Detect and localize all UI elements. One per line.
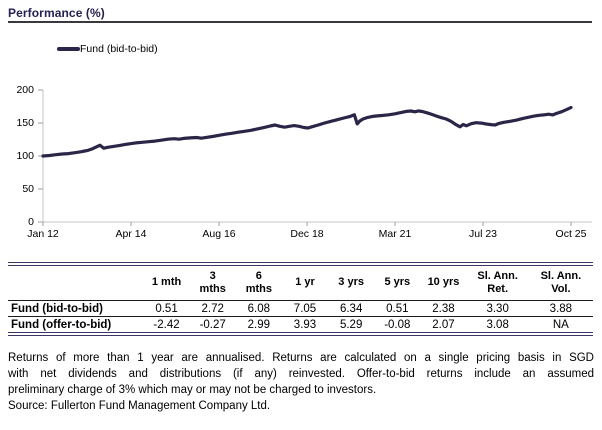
table-header-row: 1 mth 3 mths 6 mths 1 yr 3 yrs 5 yrs 10 yrs Sl.… [8,264,593,301]
column-header: 3 yrs [328,264,375,301]
x-tick-label: Mar 21 [378,228,412,240]
y-tick-label: 200 [16,83,34,96]
value-cell: 3.88 [528,300,593,317]
page-title: Performance (%) [8,6,105,20]
table-row: Fund (bid-to-bid) 0.51 2.72 6.08 7.05 6.34 0.5… [8,300,593,317]
value-cell: 0.51 [143,300,190,317]
chart-legend: Fund (bid-to-bid) [57,43,158,55]
source-line: Source: Fullerton Fund Management Compan… [8,400,271,412]
value-cell: 0.51 [374,300,421,317]
value-cell: 2.07 [432,318,455,331]
footnote-line: Returns of more than 1 year are annualis… [8,352,594,364]
column-header: 1 yr [281,264,329,301]
value-cell: 5.29 [339,318,363,331]
footnote-line: with net dividends and distributions (if… [8,368,594,380]
value-cell: 3.30 [466,300,529,317]
value-cell: 2.38 [420,300,467,317]
row-label: Fund (bid-to-bid) [8,300,144,317]
value-cell: 6.34 [328,300,375,317]
column-header: 3 mths [189,264,236,301]
value-cell: 2.72 [189,300,236,317]
title-underline [8,21,592,23]
legend-line-swatch [57,46,80,52]
chart-svg [38,89,592,226]
value-cell: 7.05 [281,300,329,317]
value-cell: NA [552,318,569,331]
column-header: Sl. Ann. Ret. [466,264,529,301]
header-row-label [8,264,144,301]
y-tick-label: 100 [16,149,34,162]
y-tick-label: 150 [16,116,34,129]
performance-chart: 0 50 100 150 200 Jan 12 Apr 14 Aug 16 Dec 18 Mar… [0,83,602,245]
column-header: 1 mth [143,264,190,301]
table-row: Fund (offer-to-bid) -2.42 -0.27 2.99 3.93 5.2… [8,317,593,335]
column-header: 6 mths [235,264,282,301]
value-cell: -0.27 [199,318,226,331]
x-tick-label: Jul 23 [468,228,498,240]
axes [38,89,592,226]
footnote-lines: Returns of more than 1 year are annualis… [8,350,594,398]
value-cell: 6.08 [235,300,282,317]
column-header: Sl. Ann. Vol. [528,264,593,301]
value-cell: 3.08 [486,318,509,331]
footnote-line: preliminary charge of 3% which may or ma… [8,384,377,396]
x-tick-label: Jan 12 [27,228,59,240]
y-tick-label: 50 [22,182,34,195]
y-tick-label: 0 [28,215,34,228]
value-cell: 2.99 [247,318,271,331]
legend-label: Fund (bid-to-bid) [80,43,158,55]
x-tick-label: Apr 14 [115,228,147,240]
row-label: Fund (offer-to-bid) [11,318,112,331]
value-cell: -2.42 [153,318,180,331]
performance-line [41,105,573,158]
footnote: Returns of more than 1 year are annualis… [8,350,594,414]
column-header: 5 yrs [374,264,421,301]
x-tick-label: Oct 25 [555,228,587,240]
performance-table: 1 mth 3 mths 6 mths 1 yr 3 yrs 5 yrs 10 yrs Sl.… [8,262,593,336]
value-cell: -0.08 [384,318,411,331]
table-body: Fund (bid-to-bid) 0.51 2.72 6.08 7.05 6.34 0.5… [8,300,593,335]
value-cell: 3.93 [293,318,317,331]
column-header: 10 yrs [420,264,467,301]
x-tick-label: Dec 18 [290,228,324,240]
x-tick-label: Aug 16 [202,228,236,240]
